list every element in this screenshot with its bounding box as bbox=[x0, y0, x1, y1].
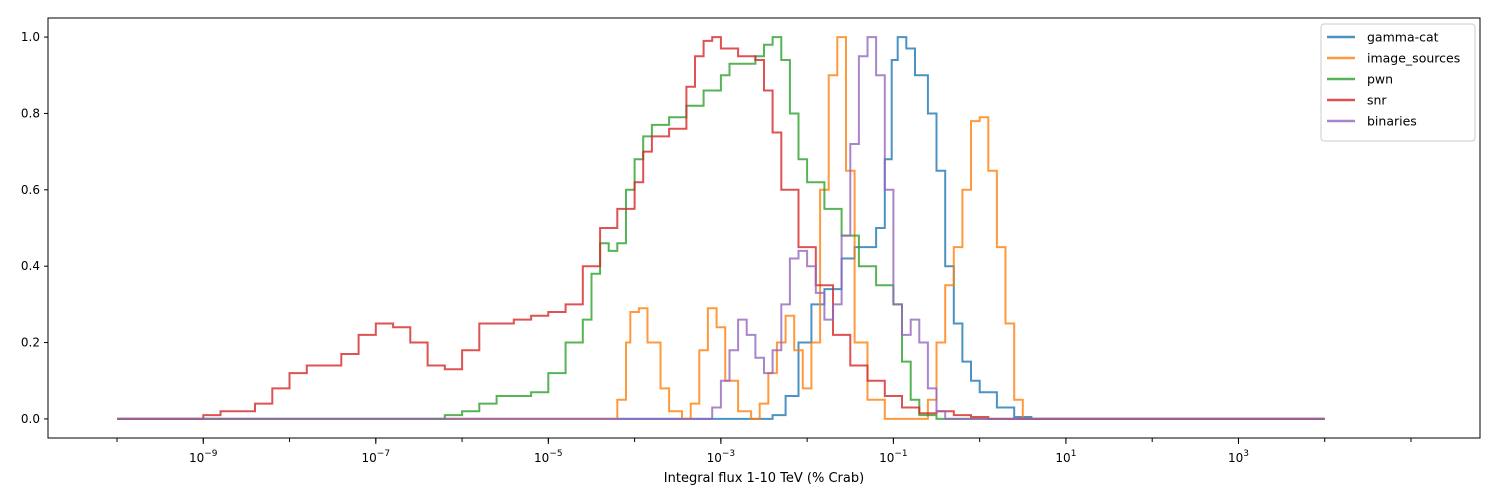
legend-label: snr bbox=[1367, 93, 1387, 108]
x-tick-label: 101 bbox=[1055, 449, 1076, 465]
series-layer bbox=[117, 36, 1325, 420]
y-tick-label: 0.4 bbox=[21, 259, 40, 273]
legend-label: binaries bbox=[1367, 114, 1417, 129]
x-axis: 10−9 10−7 10−5 10−3 10−1 101 103 bbox=[116, 438, 1412, 465]
series-snr-line bbox=[117, 36, 1325, 420]
x-tick-label: 10−7 bbox=[362, 449, 391, 465]
y-tick-label: 0.8 bbox=[21, 106, 40, 120]
x-axis-label: Integral flux 1-10 TeV (% Crab) bbox=[664, 471, 864, 486]
x-tick-label: 10−5 bbox=[534, 449, 563, 465]
y-tick-label: 0.2 bbox=[21, 336, 40, 350]
y-tick-label: 1.0 bbox=[21, 30, 40, 44]
series-gamma-cat-line bbox=[117, 36, 1325, 420]
series-binaries-line bbox=[117, 36, 1325, 420]
x-tick-label: 10−9 bbox=[189, 449, 218, 465]
y-axis: 0.0 0.2 0.4 0.6 0.8 1.0 bbox=[21, 30, 48, 426]
y-tick-label: 0.6 bbox=[21, 183, 40, 197]
x-tick-label: 103 bbox=[1228, 449, 1249, 465]
x-tick-label: 10−1 bbox=[879, 449, 908, 465]
series-pwn-line bbox=[117, 36, 1325, 420]
series-image-sources-line bbox=[117, 36, 1325, 420]
x-tick-label: 10−3 bbox=[707, 449, 736, 465]
legend-label: image_sources bbox=[1367, 51, 1460, 66]
legend-label: pwn bbox=[1367, 72, 1393, 87]
y-tick-label: 0.0 bbox=[21, 412, 40, 426]
legend-box bbox=[1320, 23, 1476, 142]
legend-label: gamma-cat bbox=[1367, 30, 1439, 45]
